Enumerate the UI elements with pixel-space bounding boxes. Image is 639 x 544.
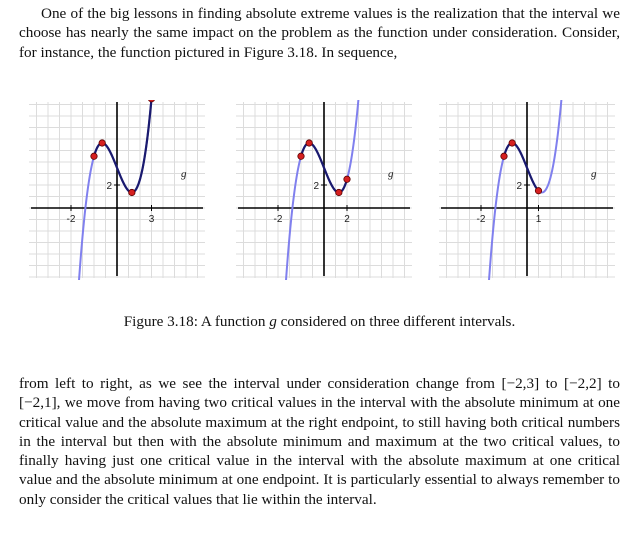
key-point — [297, 152, 305, 160]
intro-paragraph: One of the big lessons in finding absolu… — [19, 5, 620, 61]
body-paragraph: from left to right, as we see the interv… — [19, 375, 620, 508]
key-point — [90, 152, 98, 160]
caption-prefix: Figure 3.18: A function — [123, 313, 266, 330]
key-point — [335, 188, 343, 197]
x-tick-label-left: -2 — [67, 214, 76, 225]
y-tick-label: 2 — [313, 181, 319, 192]
caption-suffix: considered on three different intervals. — [280, 313, 516, 330]
x-tick-label-left: -2 — [274, 214, 283, 225]
graph-panel-3: -2 1 2 g — [437, 0, 617, 532]
function-label: g — [591, 168, 597, 180]
graph-panel-2: -2 2 2 g — [234, 0, 414, 532]
key-point — [147, 95, 156, 103]
graph-svg-3: -2 1 2 g — [439, 0, 615, 532]
key-point — [508, 139, 516, 147]
graph-svg-1: -2 3 2 g — [29, 0, 205, 532]
key-point — [534, 187, 543, 195]
x-tick-label-right: 2 — [344, 214, 350, 225]
key-point — [500, 152, 508, 160]
function-label: g — [181, 168, 187, 180]
key-point — [305, 139, 313, 147]
y-tick-label: 2 — [106, 181, 112, 192]
figure-caption: Figure 3.18: A function g considered on … — [0, 313, 639, 331]
graph-panel-1: -2 3 2 g — [27, 0, 207, 532]
x-tick-label-left: -2 — [477, 214, 486, 225]
graph-svg-2: -2 2 2 g — [236, 0, 412, 532]
key-point — [128, 188, 136, 197]
x-tick-label-right: 1 — [536, 214, 542, 225]
caption-function-name: g — [269, 313, 277, 330]
grid — [236, 102, 412, 278]
key-point — [343, 175, 351, 183]
key-point — [98, 139, 106, 147]
function-label: g — [388, 168, 394, 180]
x-tick-label-right: 3 — [149, 214, 155, 225]
y-tick-label: 2 — [516, 181, 522, 192]
